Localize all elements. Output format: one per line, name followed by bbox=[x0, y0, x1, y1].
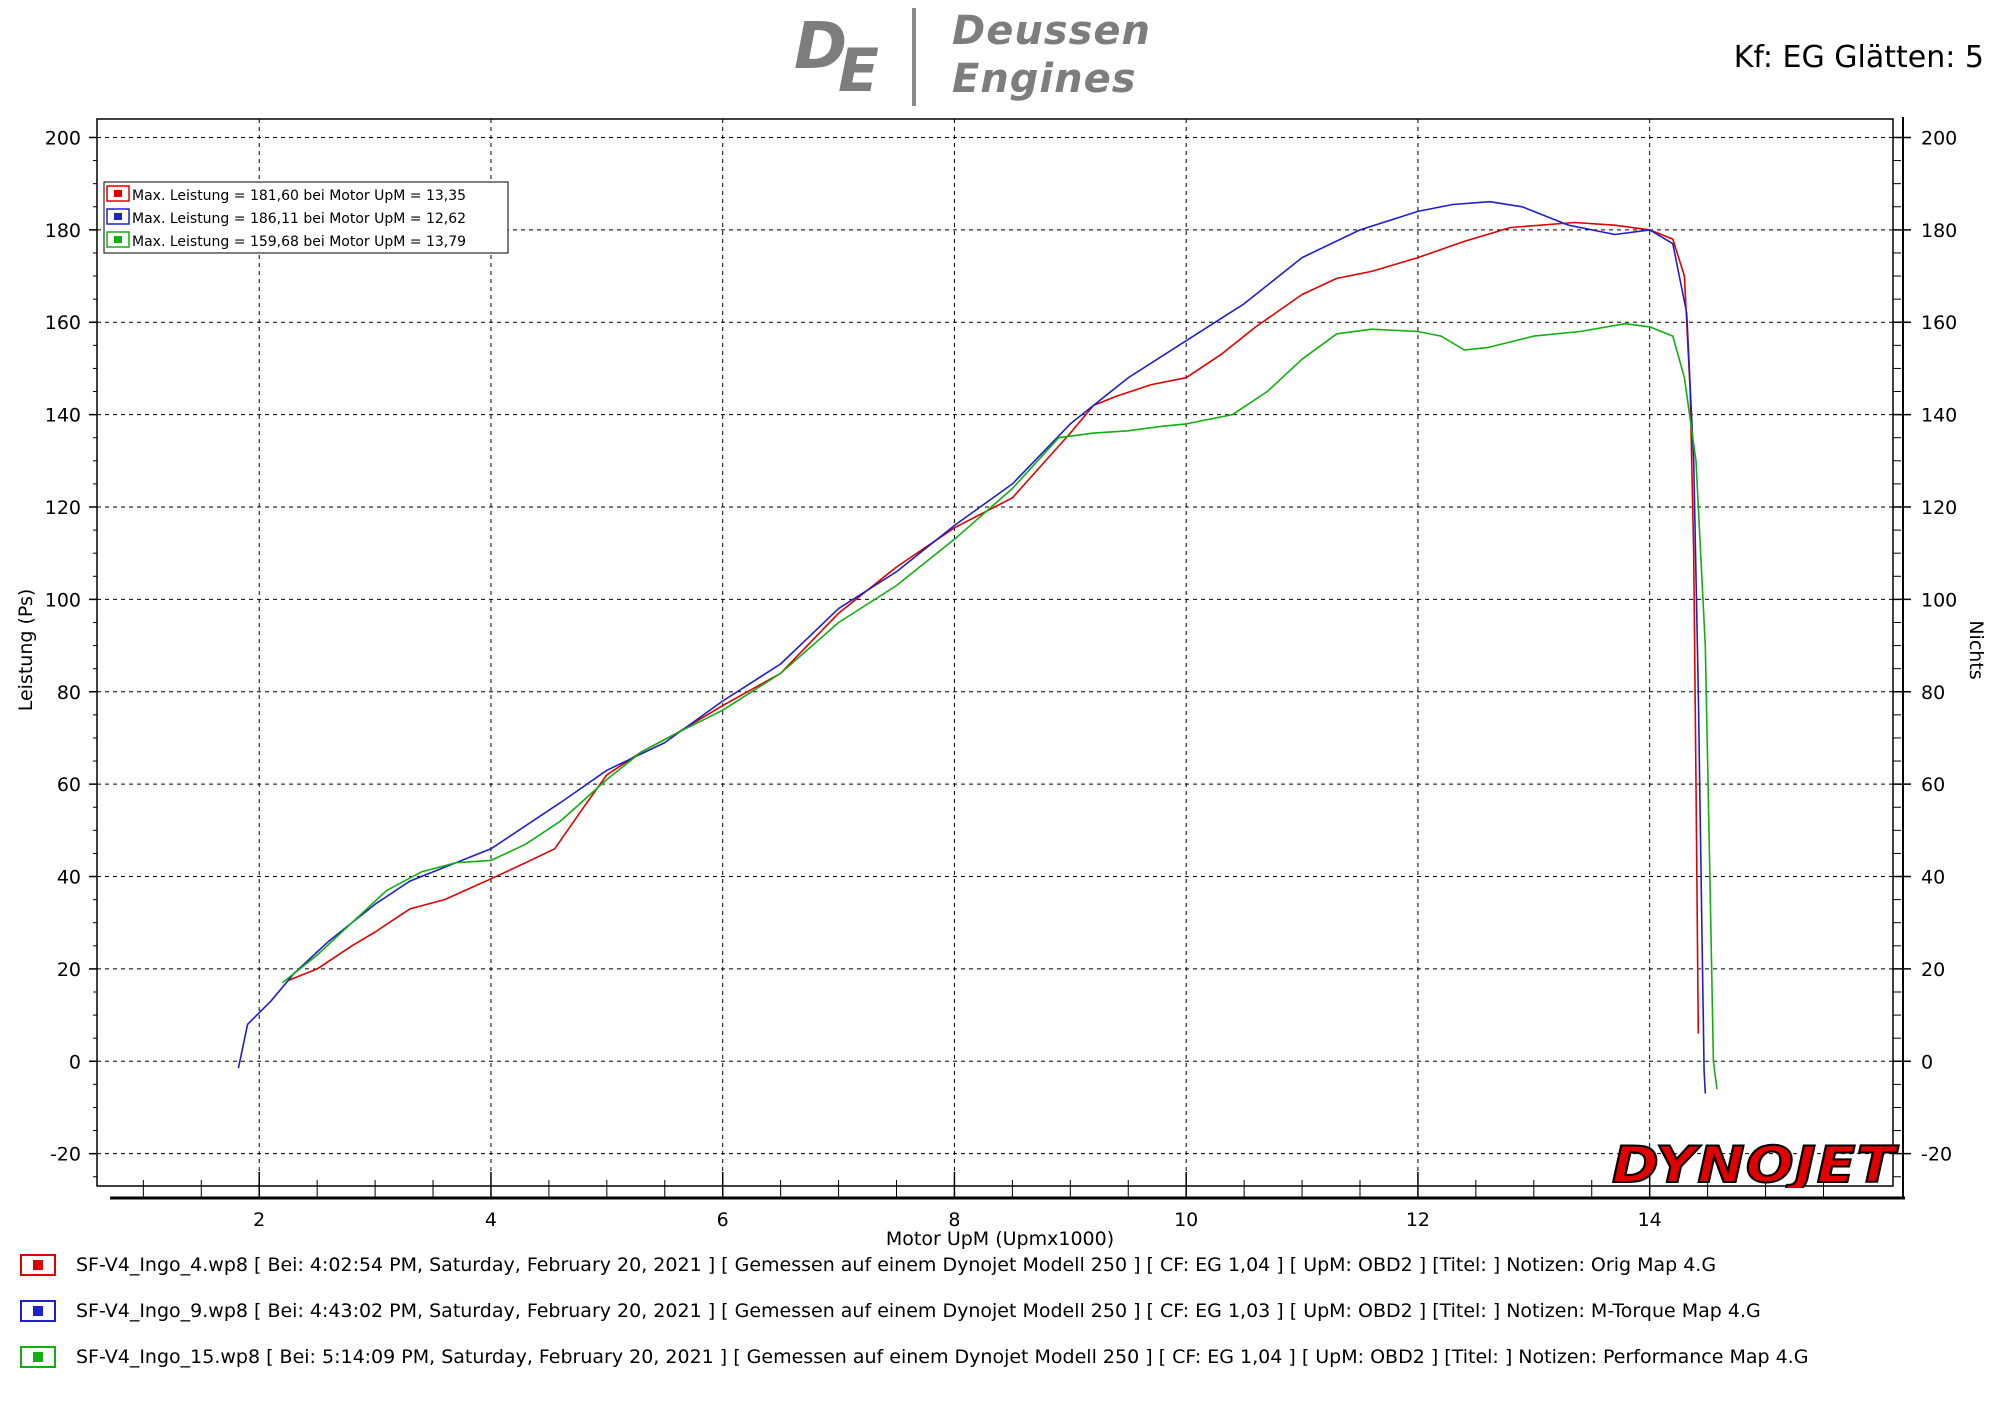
dynojet-wordmark: DYNOJET bbox=[1612, 1138, 1899, 1188]
y2-axis-label: Nichts bbox=[1965, 620, 1987, 679]
y-tick-label: 60 bbox=[57, 774, 81, 796]
legend-swatch-fill bbox=[114, 190, 122, 197]
series-line-green bbox=[281, 322, 1718, 1090]
logo-text-deussen: Deussen bbox=[952, 8, 1152, 54]
series-lines bbox=[237, 200, 1718, 1094]
legend-entry: Max. Leistung = 186,11 bei Motor UpM = 1… bbox=[132, 211, 466, 227]
legend-entry: Max. Leistung = 159,68 bei Motor UpM = 1… bbox=[132, 234, 466, 250]
logo-divider bbox=[912, 8, 916, 106]
y2-tick-label: 120 bbox=[1921, 497, 1957, 519]
run-swatch-red bbox=[20, 1254, 56, 1276]
run-entry-blue: SF-V4_Ingo_9.wp8 [ Bei: 4:43:02 PM, Satu… bbox=[20, 1296, 1761, 1326]
plot-frame bbox=[96, 117, 1905, 1200]
run-description: SF-V4_Ingo_15.wp8 [ Bei: 5:14:09 PM, Sat… bbox=[76, 1346, 1809, 1368]
legend-entry: Max. Leistung = 181,60 bei Motor UpM = 1… bbox=[132, 188, 466, 204]
chart-legend: Max. Leistung = 181,60 bei Motor UpM = 1… bbox=[103, 181, 509, 254]
plot-border bbox=[96, 118, 1894, 1187]
y-tick-label: 80 bbox=[57, 682, 81, 704]
y2-tick-label: 140 bbox=[1921, 405, 1957, 427]
run-entry-green: SF-V4_Ingo_15.wp8 [ Bei: 5:14:09 PM, Sat… bbox=[20, 1342, 1808, 1372]
logo-text-engines: Engines bbox=[952, 56, 1137, 102]
y-tick-label: 0 bbox=[69, 1051, 81, 1073]
y-tick-label: 160 bbox=[45, 312, 81, 334]
y2-tick-label: 100 bbox=[1921, 589, 1957, 611]
x-tick-label: 2 bbox=[253, 1209, 265, 1231]
y2-tick-label: 20 bbox=[1921, 959, 1945, 981]
y-tick-label: 100 bbox=[45, 589, 81, 611]
logo-letter-e: E bbox=[838, 36, 880, 106]
run-swatch-green bbox=[20, 1346, 56, 1368]
deussen-engines-logo: D E Deussen Engines bbox=[780, 6, 1200, 110]
legend-swatch-fill bbox=[114, 236, 122, 243]
run-description: SF-V4_Ingo_4.wp8 [ Bei: 4:02:54 PM, Satu… bbox=[76, 1254, 1717, 1276]
y2-tick-label: 40 bbox=[1921, 867, 1945, 889]
axis-ticks: -20 -20 0 0 20 20 40 40 60 60 80 80 100 100 120 120 140 1… bbox=[45, 127, 1958, 1231]
series-line-blue bbox=[237, 200, 1707, 1094]
dynojet-logo: DYNOJET bbox=[1611, 1138, 1899, 1188]
y-tick-label: 180 bbox=[45, 220, 81, 242]
y-tick-label: 140 bbox=[45, 405, 81, 427]
x-tick-label: 14 bbox=[1638, 1209, 1662, 1231]
y2-tick-label: 60 bbox=[1921, 774, 1945, 796]
legend-box bbox=[103, 181, 509, 254]
y2-tick-label: 80 bbox=[1921, 682, 1945, 704]
y-tick-label: -20 bbox=[50, 1144, 81, 1166]
x-tick-label: 4 bbox=[485, 1209, 497, 1231]
legend-swatch-fill bbox=[114, 213, 122, 220]
y2-tick-label: 0 bbox=[1921, 1051, 1933, 1073]
x-tick-label: 8 bbox=[948, 1209, 960, 1231]
run-entry-red: SF-V4_Ingo_4.wp8 [ Bei: 4:02:54 PM, Satu… bbox=[20, 1250, 1716, 1280]
logo-letter-d: D bbox=[794, 10, 849, 84]
run-description: SF-V4_Ingo_9.wp8 [ Bei: 4:43:02 PM, Satu… bbox=[76, 1300, 1761, 1322]
y-tick-label: 40 bbox=[57, 867, 81, 889]
y-tick-label: 20 bbox=[57, 959, 81, 981]
y2-tick-label: 180 bbox=[1921, 220, 1957, 242]
x-tick-label: 12 bbox=[1406, 1209, 1430, 1231]
y2-tick-label: -20 bbox=[1921, 1144, 1952, 1166]
x-tick-label: 10 bbox=[1174, 1209, 1198, 1231]
run-swatch-blue bbox=[20, 1300, 56, 1322]
y2-tick-label: 200 bbox=[1921, 127, 1957, 149]
smoothing-label: Kf: EG Glätten: 5 bbox=[1733, 40, 1984, 75]
grid-lines bbox=[97, 119, 1893, 1186]
y-tick-label: 200 bbox=[45, 127, 81, 149]
y-tick-label: 120 bbox=[45, 497, 81, 519]
series-line-red bbox=[287, 221, 1700, 1034]
y-axis-label: Leistung (Ps) bbox=[15, 589, 37, 712]
y2-tick-label: 160 bbox=[1921, 312, 1957, 334]
x-tick-label: 6 bbox=[717, 1209, 729, 1231]
dyno-chart: -20 -20 0 0 20 20 40 40 60 60 80 80 100 100 120 120 140 1… bbox=[15, 117, 1987, 1250]
x-axis-label: Motor UpM (Upmx1000) bbox=[886, 1228, 1114, 1250]
